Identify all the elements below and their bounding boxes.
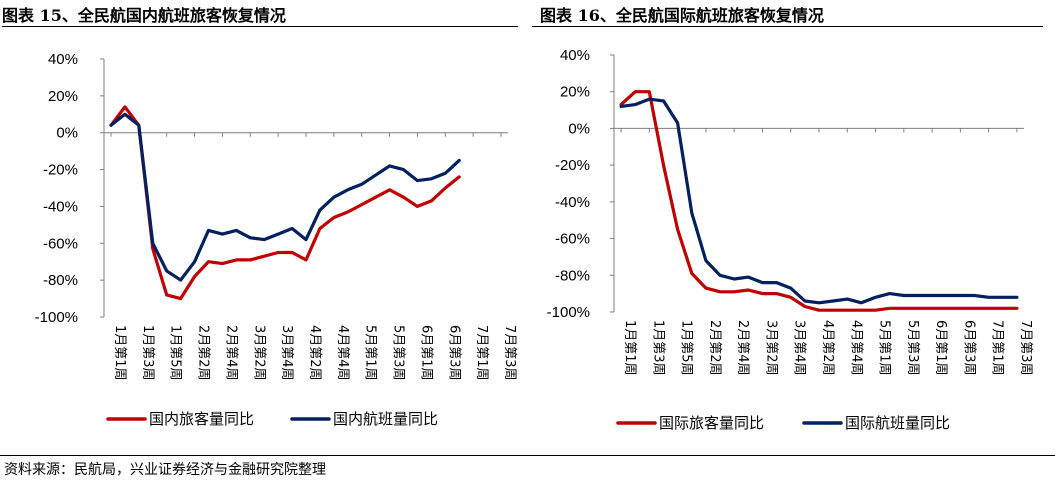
y-tick-label: 0% <box>568 120 590 137</box>
y-tick-label: -60% <box>43 235 78 252</box>
x-tick-label: 7月第3周 <box>1018 320 1033 376</box>
x-tick-label: 5月第1周 <box>363 325 378 381</box>
title-underline <box>532 26 1043 27</box>
x-tick-label: 7月第1周 <box>990 320 1005 376</box>
series-line-2 <box>109 112 461 282</box>
x-tick-label: 1月第3周 <box>650 320 665 376</box>
series-line-2 <box>619 97 1019 305</box>
chart-title: 图表 16、全民航国际航班旅客恢复情况 <box>540 6 824 25</box>
chart-panel-international: 图表 16、全民航国际航班旅客恢复情况 40% 20% 0% -20% -40% -60%… <box>530 0 1055 452</box>
x-tick-label: 2月第2周 <box>196 325 211 381</box>
x-tick-label: 5月第1周 <box>877 320 892 376</box>
legend-label-1: 国内旅客量同比 <box>149 410 254 428</box>
title-underline <box>2 26 518 27</box>
x-tick-label: 1月第1周 <box>622 320 637 376</box>
x-tick-label: 7月第1周 <box>474 325 489 381</box>
y-tick-label: 40% <box>560 47 590 64</box>
y-tick-label: -20% <box>555 157 590 174</box>
x-tick-label: 3月第2周 <box>763 320 778 376</box>
x-tick-label: 4月第2周 <box>307 325 322 381</box>
y-tick-label: 20% <box>48 88 78 105</box>
legend-label-2: 国际航班量同比 <box>845 414 950 432</box>
source-note: 资料来源：民航局，兴业证券经济与金融研究院整理 <box>4 462 326 478</box>
y-tick-label: -40% <box>43 198 78 215</box>
x-tick-label: 6月第1周 <box>933 320 948 376</box>
x-tick-label: 6月第1周 <box>418 325 433 381</box>
y-tick-label: 0% <box>56 125 78 142</box>
chart-panel-domestic: 图表 15、全民航国内航班旅客恢复情况 40% 20% 0% -20% -40% -60%… <box>0 0 530 452</box>
legend-label-2: 国内航班量同比 <box>333 410 438 428</box>
y-tick-label: -80% <box>555 267 590 284</box>
series-line-1 <box>109 105 461 301</box>
x-tick-label: 1月第5周 <box>168 325 183 381</box>
x-tick-label: 2月第4周 <box>223 325 238 381</box>
x-tick-label: 4月第2周 <box>820 320 835 376</box>
x-tick-label: 1月第5周 <box>679 320 694 376</box>
x-tick-label: 1月第3周 <box>140 325 155 381</box>
line-chart-domestic: 40% 20% 0% -20% -40% -60% -80% -100% 1月第1周 1月第3周 1… <box>35 51 517 428</box>
y-tick-label: -80% <box>43 272 78 289</box>
x-tick-label: 3月第4周 <box>792 320 807 376</box>
x-tick-label: 1月第1周 <box>112 325 127 381</box>
y-tick-label: 40% <box>48 51 78 68</box>
y-tick-label: 20% <box>560 84 590 101</box>
y-tick-label: -40% <box>555 194 590 211</box>
chart-title: 图表 15、全民航国内航班旅客恢复情况 <box>2 6 286 25</box>
x-tick-label: 6月第3周 <box>446 325 461 381</box>
y-tick-label: -60% <box>555 231 590 248</box>
x-tick-label: 3月第4周 <box>279 325 294 381</box>
y-tick-label: -100% <box>547 304 590 321</box>
source-divider <box>0 455 1055 456</box>
x-tick-label: 4月第4周 <box>335 325 350 381</box>
x-tick-label: 5月第3周 <box>905 320 920 376</box>
y-tick-label: -20% <box>43 162 78 179</box>
x-tick-label: 5月第3周 <box>391 325 406 381</box>
x-tick-label: 2月第2周 <box>707 320 722 376</box>
y-tick-label: -100% <box>35 309 78 326</box>
x-tick-label: 6月第3周 <box>961 320 976 376</box>
x-tick-label: 7月第3周 <box>502 325 517 381</box>
x-tick-label: 4月第4周 <box>848 320 863 376</box>
series-line-1 <box>619 90 1019 312</box>
x-tick-label: 3月第2周 <box>251 325 266 381</box>
x-tick-label: 2月第4周 <box>735 320 750 376</box>
legend-label-1: 国际旅客量同比 <box>659 414 764 432</box>
line-chart-international: 40% 20% 0% -20% -40% -60% -80% -100% 1月第1周 1月第3周 1… <box>547 47 1033 432</box>
